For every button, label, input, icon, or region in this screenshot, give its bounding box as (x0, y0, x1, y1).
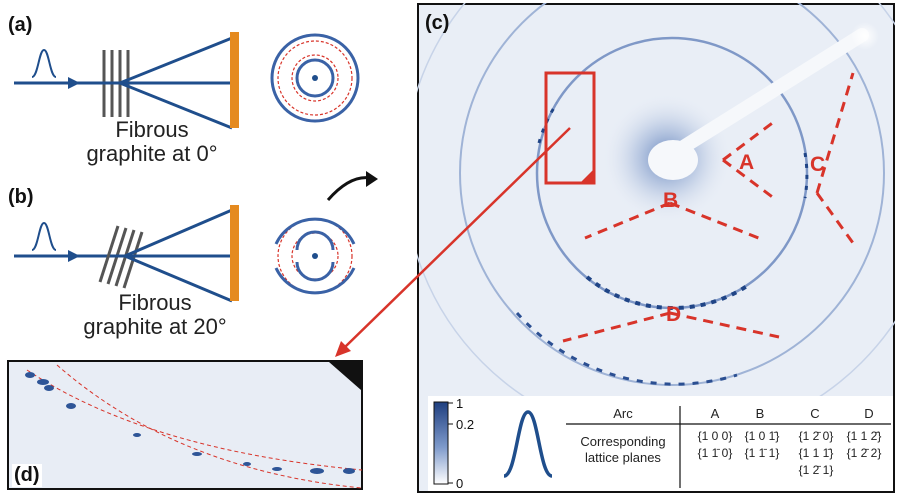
row-label-line1: Corresponding (580, 434, 665, 449)
cell-d-1: {1 1 2̄} (847, 429, 882, 443)
cell-b-1: {1 0 1̄} (745, 429, 780, 443)
cell-b-2: {1 1̄ 1} (745, 446, 780, 460)
beam-arrow-icon (68, 77, 80, 89)
lattice-table: Arc A B C D Corresponding lattice planes… (566, 406, 891, 488)
diffracted-beams (110, 208, 233, 303)
caption-b-line1: Fibrous (118, 290, 192, 315)
detector (230, 32, 239, 128)
diffracted-beams (100, 36, 233, 130)
panel-a-label: (a) (8, 14, 33, 36)
cell-a-1: {1 0 0} (698, 429, 733, 443)
caption-a-line1: Fibrous (115, 117, 189, 142)
cell-d-2: {1 2̄ 2} (847, 446, 882, 460)
arc-label-a: A (739, 151, 754, 174)
colorbar-tick-min: 0 (456, 476, 463, 488)
cell-c-1: {1 2̄ 0} (799, 429, 834, 443)
colorbar: 1 0.2 0 (433, 398, 474, 488)
caption-a-line2: graphite at 0° (86, 141, 218, 166)
beam-arrow-icon (68, 250, 80, 262)
corner-marker (329, 362, 361, 390)
panel-a-schematic (14, 32, 360, 130)
diffraction-spots (25, 372, 355, 474)
beam-stop (648, 140, 698, 180)
ring-pattern-b (274, 217, 356, 295)
caption-b-line2: graphite at 20° (83, 314, 227, 339)
pulse-icon (31, 221, 57, 251)
detector (230, 205, 239, 301)
arc-label-c: C (810, 153, 825, 176)
panel-a-caption: Fibrous graphite at 0° (62, 118, 242, 166)
table-header-d: D (864, 406, 873, 421)
gaussian-pulse-icon (503, 410, 553, 478)
arc-label-d: D (666, 303, 681, 326)
beam-stop-arm (670, 28, 869, 158)
pulse-icon (31, 48, 57, 78)
panel-d-image (7, 360, 363, 490)
cell-a-2: {1 1̄ 0} (698, 446, 733, 460)
colorbar-tick-mid: 0.2 (456, 417, 474, 432)
panel-b-label: (b) (8, 186, 34, 208)
row-label-line2: lattice planes (585, 450, 661, 465)
colorbar-tick-max: 1 (456, 398, 463, 411)
legend-area: 1 0.2 0 Arc A B C D Corresponding lattic… (428, 396, 893, 491)
panel-d-label: (d) (12, 464, 42, 487)
arc-markers (562, 72, 855, 343)
cell-c-2: {1 1 1̄} (799, 446, 834, 460)
arc-label-b: B (663, 189, 678, 212)
cell-c-3: {1 2̄ 1} (799, 463, 834, 477)
table-header-c: C (810, 406, 819, 421)
curved-arrow-head-icon (366, 171, 378, 187)
panel-b-caption: Fibrous graphite at 20° (60, 291, 250, 339)
bright-spot (851, 22, 879, 50)
table-header-a: A (711, 406, 720, 421)
curved-arrow-icon (326, 176, 371, 201)
table-header-arc: Arc (613, 406, 633, 421)
table-header-b: B (756, 406, 765, 421)
ring-pattern-a (270, 33, 360, 123)
panel-c-label: (c) (425, 12, 450, 34)
